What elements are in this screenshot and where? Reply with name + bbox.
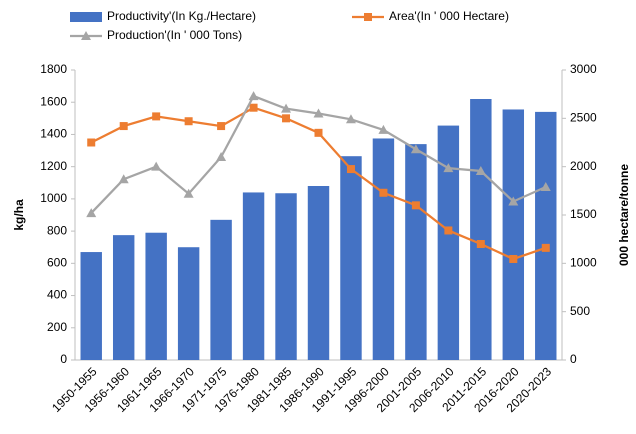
bar xyxy=(275,193,297,360)
y-tick-label: 200 xyxy=(47,320,67,334)
y-tick-label: 600 xyxy=(47,256,67,270)
marker xyxy=(183,188,194,198)
y-tick-label: 1600 xyxy=(40,94,67,108)
y-tick-label: 0 xyxy=(60,352,67,366)
marker xyxy=(119,122,128,131)
marker xyxy=(282,114,291,123)
marker xyxy=(379,188,388,197)
legend-label: Productivity'(In Kg./Hectare) xyxy=(107,9,256,23)
legend-label: Area'(In ' 000 Hectare) xyxy=(389,9,509,23)
marker xyxy=(152,112,161,121)
marker xyxy=(345,114,356,124)
marker xyxy=(541,243,550,252)
legend-marker xyxy=(364,13,372,21)
bar xyxy=(177,247,200,360)
marker xyxy=(281,103,292,113)
y2-axis-title: 000 hectare/tonne xyxy=(617,164,631,266)
marker xyxy=(86,208,97,218)
y2-tick-label: 500 xyxy=(570,304,590,318)
marker xyxy=(248,91,259,101)
bar xyxy=(437,125,460,360)
marker xyxy=(346,165,355,174)
y2-tick-label: 2000 xyxy=(570,159,597,173)
bar xyxy=(535,111,557,360)
y2-tick-label: 0 xyxy=(570,352,577,366)
bar xyxy=(242,192,265,360)
marker xyxy=(443,163,454,173)
legend-label: Production'(In ' 000 Tons) xyxy=(107,28,242,42)
legend-swatch xyxy=(70,12,102,22)
marker xyxy=(216,152,227,161)
bar xyxy=(307,186,330,360)
marker xyxy=(475,166,486,176)
marker xyxy=(151,161,162,171)
marker xyxy=(87,138,96,147)
y-axis-title: kg/ha xyxy=(12,199,26,231)
marker xyxy=(476,240,485,248)
y-tick-label: 1400 xyxy=(40,127,67,141)
marker xyxy=(378,124,389,134)
y-tick-label: 1200 xyxy=(40,159,67,173)
legend-marker xyxy=(81,31,91,40)
y-tick-label: 1000 xyxy=(40,191,67,205)
marker xyxy=(217,122,226,131)
bar xyxy=(80,252,102,360)
bar xyxy=(405,144,427,360)
marker xyxy=(313,108,324,118)
y-tick-label: 800 xyxy=(47,223,67,237)
marker xyxy=(444,226,453,235)
marker xyxy=(184,117,193,126)
y2-tick-label: 1500 xyxy=(570,207,597,221)
bar xyxy=(502,109,525,360)
y2-tick-label: 2500 xyxy=(570,111,597,125)
bar xyxy=(145,232,167,360)
bar xyxy=(372,138,395,360)
marker xyxy=(411,201,420,210)
bar xyxy=(210,219,232,360)
marker xyxy=(540,181,551,191)
y-tick-label: 400 xyxy=(47,288,67,302)
bar xyxy=(340,156,362,360)
bar xyxy=(470,99,492,360)
y2-tick-label: 1000 xyxy=(570,256,597,270)
marker xyxy=(118,174,129,184)
marker xyxy=(249,103,258,112)
y2-tick-label: 3000 xyxy=(570,62,597,76)
marker xyxy=(509,254,518,263)
marker xyxy=(410,144,421,154)
y-tick-label: 1800 xyxy=(40,62,67,76)
marker xyxy=(508,196,519,206)
marker xyxy=(314,128,323,137)
bar xyxy=(112,235,135,360)
